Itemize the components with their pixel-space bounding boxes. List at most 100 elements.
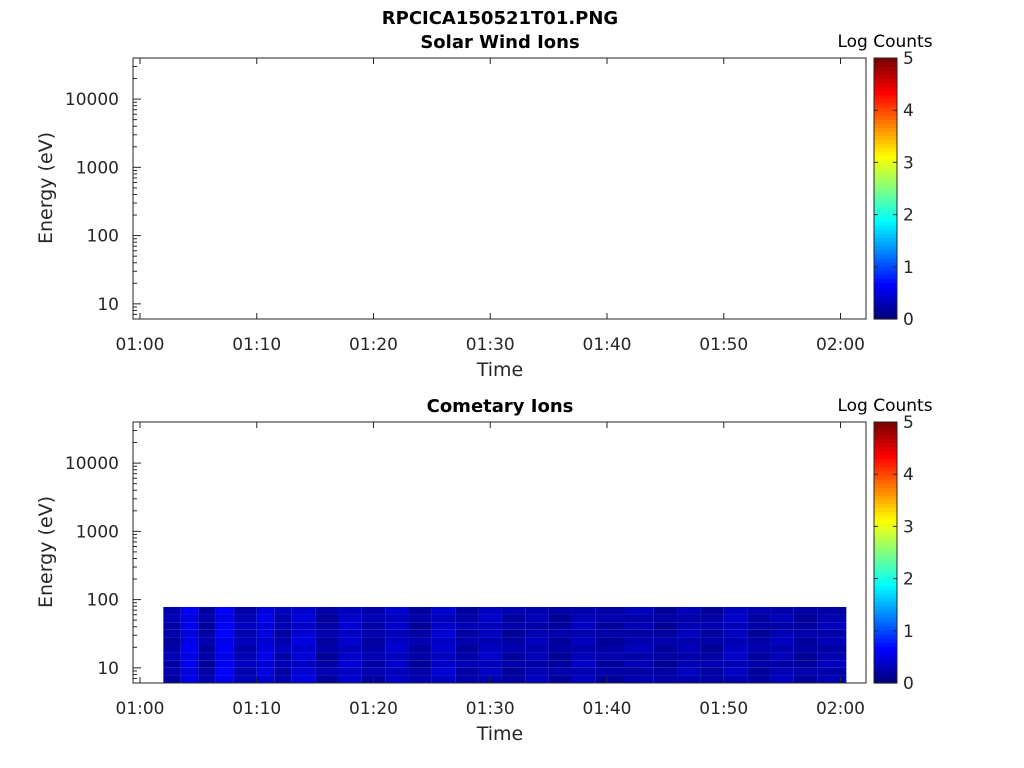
solar-wind-plot-frame xyxy=(132,57,867,320)
solar-wind-y-tick-label: 10 xyxy=(97,295,119,315)
cometary-colorbar-step xyxy=(874,462,897,468)
cometary-spectrogram-cell xyxy=(478,622,502,630)
cometary-spectrogram-cell xyxy=(677,660,701,668)
solar-wind-colorbar-tick-label: 2 xyxy=(903,206,914,226)
cometary-spectrogram-cell xyxy=(723,637,748,645)
cometary-x-tick-label: 01:00 xyxy=(116,699,165,719)
cometary-spectrogram-cell xyxy=(677,644,701,653)
cometary-spectrogram-cell xyxy=(653,614,678,623)
cometary-spectrogram-cell xyxy=(571,660,596,668)
cometary-spectrogram-cell xyxy=(315,644,339,653)
cometary-colorbar-step xyxy=(874,540,897,545)
cometary-spectrogram-cell xyxy=(338,660,362,668)
cometary-colorbar-step xyxy=(874,475,897,480)
solar-wind-colorbar-step xyxy=(874,245,897,251)
cometary-spectrogram-cell xyxy=(385,622,409,630)
cometary-spectrogram-cell xyxy=(677,637,701,645)
cometary-spectrogram-cell xyxy=(548,637,572,645)
solar-wind-x-tick-label: 01:40 xyxy=(583,335,632,355)
cometary-spectrogram-cell xyxy=(455,660,479,668)
solar-wind-colorbar-step xyxy=(874,286,897,292)
cometary-spectrogram-cell xyxy=(215,629,234,638)
cometary-colorbar-step xyxy=(874,617,897,623)
cometary-spectrogram-cell xyxy=(274,622,292,630)
cometary-spectrogram-cell xyxy=(624,660,654,668)
cometary-spectrogram-cell xyxy=(747,637,771,645)
cometary-colorbar-step xyxy=(874,536,897,541)
cometary-colorbar-step xyxy=(874,638,897,643)
cometary-y-tick-label: 10000 xyxy=(65,454,119,474)
cometary-spectrogram-cell xyxy=(233,637,257,645)
solar-wind-x-tick-label: 01:20 xyxy=(349,335,398,355)
cometary-spectrogram-cell xyxy=(274,637,292,645)
cometary-spectrogram-cell xyxy=(163,667,181,676)
cometary-ylabel: Energy (eV) xyxy=(35,496,57,608)
solar-wind-colorbar-step xyxy=(874,241,897,247)
cometary-colorbar-step xyxy=(874,442,897,448)
cometary-spectrogram-cell xyxy=(770,614,794,623)
cometary-spectrogram-cell xyxy=(793,644,818,653)
solar-wind-x-axis: 01:00 01:10 01:20 01:30 01:40 01:50 02:00 xyxy=(116,58,865,355)
cometary-spectrogram-cell xyxy=(408,667,432,676)
cometary-spectrogram-cell xyxy=(256,614,275,623)
cometary-spectrogram-cell xyxy=(747,667,771,676)
cometary-colorbar-step xyxy=(874,674,897,680)
cometary-colorbar-step xyxy=(874,487,897,492)
solar-wind-colorbar-step xyxy=(874,111,897,116)
cometary-spectrogram-cell xyxy=(408,637,432,645)
cometary-spectrogram-cell xyxy=(525,614,549,623)
cometary-spectrogram-cell xyxy=(361,660,386,668)
cometary-spectrogram-cell xyxy=(700,675,724,683)
solar-wind-colorbar-step xyxy=(874,143,897,149)
cometary-spectrogram-cell xyxy=(291,614,316,623)
cometary-spectrogram-cell xyxy=(291,660,316,668)
cometary-spectrogram-cell xyxy=(595,644,625,653)
cometary-spectrogram-cell xyxy=(180,667,199,676)
solar-wind-colorbar-step xyxy=(874,188,897,194)
solar-wind-colorbar-step xyxy=(874,225,897,230)
solar-wind-colorbar-tick-label: 1 xyxy=(903,258,914,278)
cometary-spectrogram-cell xyxy=(624,629,654,638)
cometary-spectrogram-cell xyxy=(571,629,596,638)
cometary-spectrogram-cell xyxy=(817,652,847,661)
solar-wind-colorbar-step xyxy=(874,314,897,320)
cometary-spectrogram-cell xyxy=(431,675,456,683)
cometary-spectrogram-cell xyxy=(548,660,572,668)
cometary-spectrogram-cell xyxy=(361,652,386,661)
cometary-spectrogram-cell xyxy=(478,660,502,668)
cometary-spectrogram-cell xyxy=(747,660,771,668)
cometary-colorbar-tick-label: 5 xyxy=(903,413,914,433)
cometary-spectrogram-cell xyxy=(215,606,234,615)
cometary-colorbar-step xyxy=(874,650,897,656)
solar-wind-colorbar-step xyxy=(874,282,897,287)
cometary-spectrogram-cell xyxy=(198,652,216,661)
solar-wind-colorbar-step xyxy=(874,147,897,153)
cometary-spectrogram-cell xyxy=(653,675,678,683)
solar-wind-ylabel: Energy (eV) xyxy=(35,132,57,244)
solar-wind-colorbar-step xyxy=(874,233,897,239)
cometary-spectrogram-cell xyxy=(198,644,216,653)
solar-wind-colorbar-step xyxy=(874,131,897,137)
cometary-spectrogram-cell xyxy=(233,614,257,623)
solar-wind-colorbar-step xyxy=(874,278,897,283)
cometary-spectrogram-cell xyxy=(180,614,199,623)
cometary-spectrogram-cell xyxy=(256,675,275,683)
cometary-spectrogram-cell xyxy=(723,660,748,668)
cometary-spectrogram-cell xyxy=(361,667,386,676)
cometary-spectrogram-cell xyxy=(291,637,316,645)
cometary-spectrogram-cell xyxy=(291,606,316,615)
cometary-spectrogram-cell xyxy=(548,606,572,615)
cometary-spectrogram-cell xyxy=(180,606,199,615)
cometary-spectrogram-cell xyxy=(653,660,678,668)
cometary-spectrogram-cell xyxy=(478,644,502,653)
cometary-colorbar-step xyxy=(874,528,897,533)
cometary-spectrogram-cell xyxy=(163,606,181,615)
cometary-spectrogram-cell xyxy=(408,652,432,661)
cometary-spectrogram-cell xyxy=(455,606,479,615)
cometary-spectrogram-cell xyxy=(215,667,234,676)
solar-wind-colorbar-step xyxy=(874,217,897,222)
cometary-spectrogram-cell xyxy=(215,675,234,683)
cometary-spectrogram-cell xyxy=(431,637,456,645)
solar-wind-colorbar-step xyxy=(874,94,897,100)
cometary-colorbar-step xyxy=(874,434,897,439)
